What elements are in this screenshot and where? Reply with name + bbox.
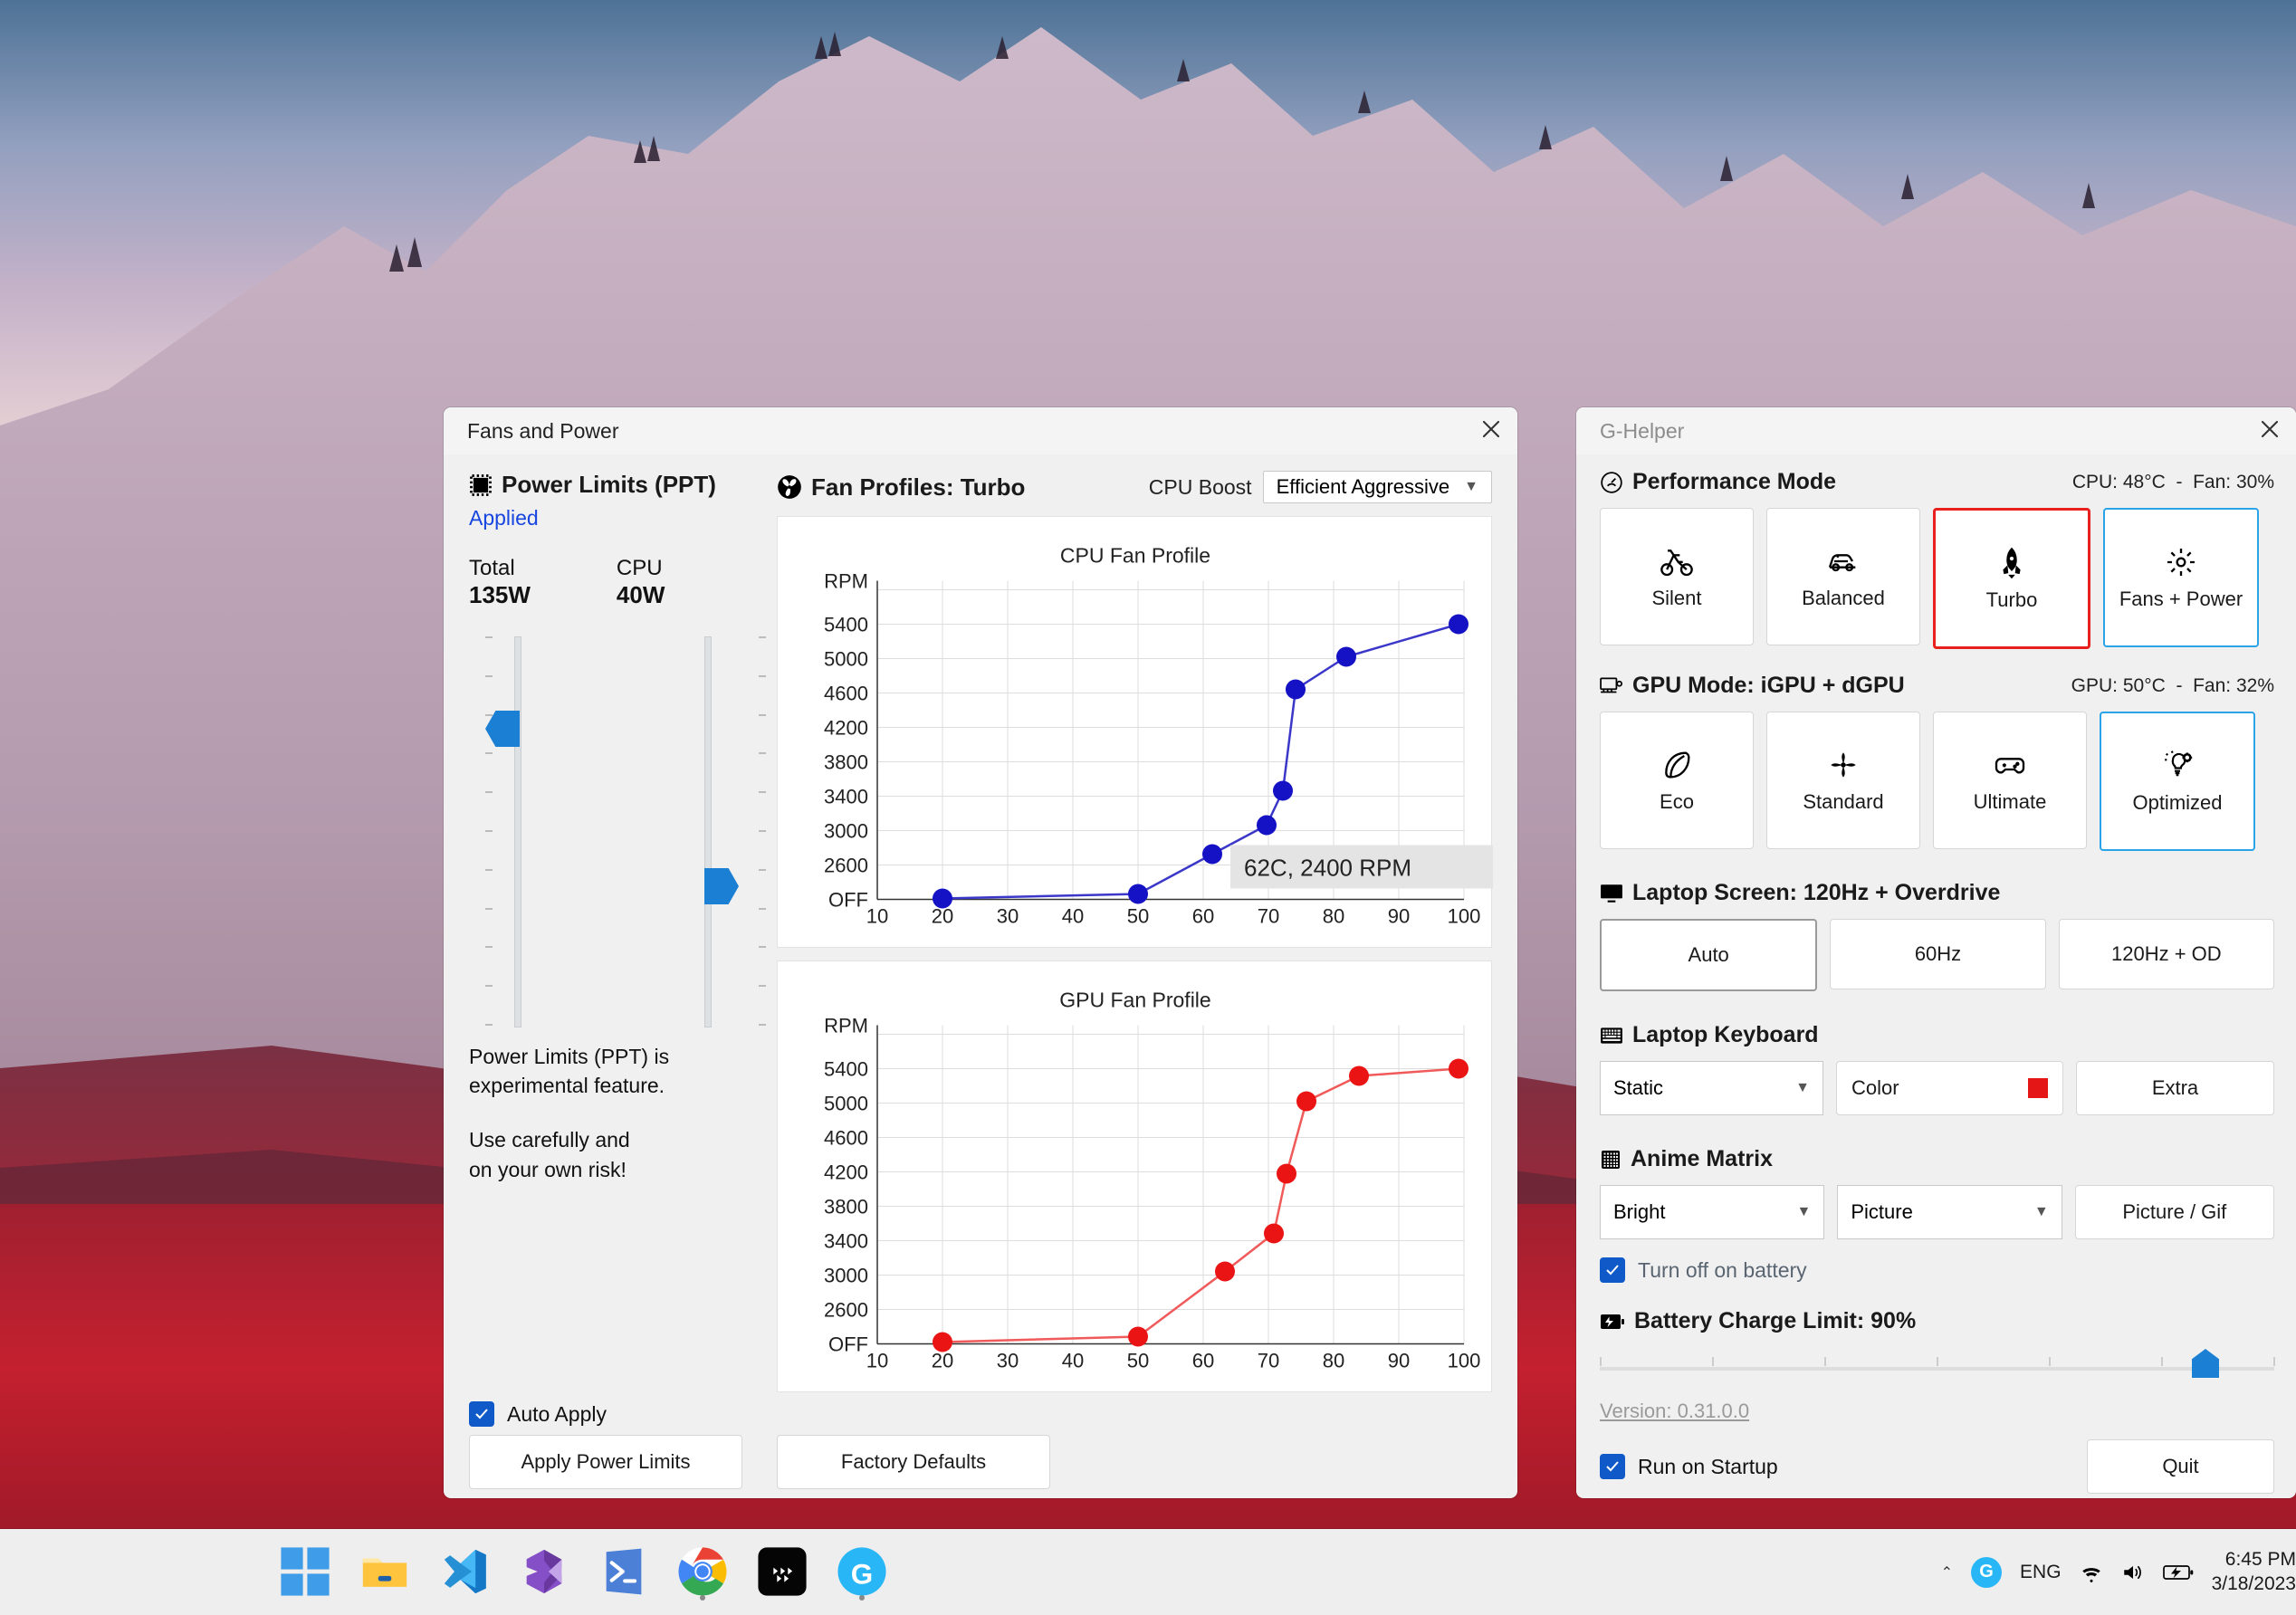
svg-text:RPM: RPM <box>824 570 868 593</box>
svg-text:10: 10 <box>866 905 888 928</box>
svg-text:CPU Fan Profile: CPU Fan Profile <box>1060 544 1210 568</box>
svg-text:4200: 4200 <box>824 717 868 740</box>
svg-text:30: 30 <box>997 1350 1019 1372</box>
svg-text:4600: 4600 <box>824 683 868 705</box>
svg-text:3000: 3000 <box>824 1265 868 1287</box>
svg-text:50: 50 <box>1127 905 1149 928</box>
svg-text:60: 60 <box>1192 1350 1214 1372</box>
svg-text:OFF: OFF <box>828 889 868 912</box>
svg-text:3000: 3000 <box>824 820 868 843</box>
svg-text:3800: 3800 <box>824 751 868 774</box>
svg-text:20: 20 <box>932 1350 953 1372</box>
svg-text:62C, 2400 RPM: 62C, 2400 RPM <box>1244 855 1411 882</box>
svg-text:4600: 4600 <box>824 1127 868 1150</box>
svg-text:10: 10 <box>866 1350 888 1372</box>
svg-text:3400: 3400 <box>824 786 868 808</box>
svg-text:40: 40 <box>1062 905 1084 928</box>
svg-text:60: 60 <box>1192 905 1214 928</box>
svg-text:5000: 5000 <box>824 648 868 671</box>
svg-text:2600: 2600 <box>824 855 868 877</box>
svg-text:80: 80 <box>1323 905 1344 928</box>
svg-text:70: 70 <box>1258 905 1279 928</box>
svg-text:90: 90 <box>1388 1350 1410 1372</box>
svg-text:30: 30 <box>997 905 1019 928</box>
svg-text:4200: 4200 <box>824 1161 868 1184</box>
svg-text:100: 100 <box>1448 905 1481 928</box>
svg-text:40: 40 <box>1062 1350 1084 1372</box>
svg-text:5000: 5000 <box>824 1093 868 1115</box>
svg-text:GPU Fan Profile: GPU Fan Profile <box>1059 989 1210 1012</box>
svg-text:5400: 5400 <box>824 1058 868 1081</box>
svg-text:70: 70 <box>1258 1350 1279 1372</box>
svg-text:5400: 5400 <box>824 614 868 636</box>
svg-text:G: G <box>851 1558 873 1590</box>
svg-text:3800: 3800 <box>824 1196 868 1218</box>
svg-text:3400: 3400 <box>824 1230 868 1253</box>
svg-text:90: 90 <box>1388 905 1410 928</box>
svg-text:OFF: OFF <box>828 1333 868 1356</box>
svg-text:100: 100 <box>1448 1350 1481 1372</box>
svg-text:80: 80 <box>1323 1350 1344 1372</box>
svg-text:RPM: RPM <box>824 1015 868 1037</box>
svg-text:2600: 2600 <box>824 1299 868 1322</box>
svg-text:50: 50 <box>1127 1350 1149 1372</box>
